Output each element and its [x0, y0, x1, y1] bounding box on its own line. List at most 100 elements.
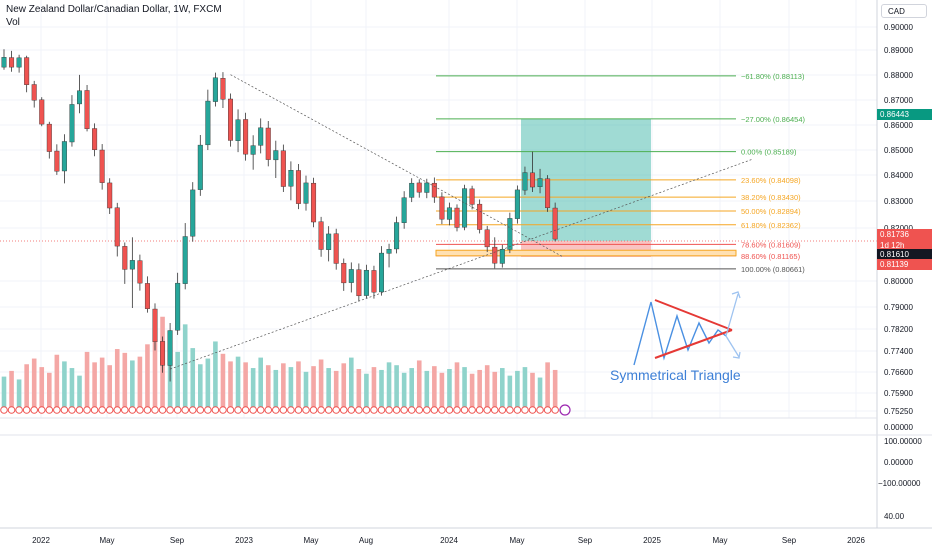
time-tick-label: 2026 [847, 536, 865, 545]
event-marker[interactable] [468, 406, 476, 414]
event-marker[interactable] [513, 406, 522, 414]
price-tick-label: 0.86000 [884, 121, 913, 130]
event-marker[interactable] [453, 406, 461, 414]
event-marker[interactable] [105, 406, 114, 414]
fibonacci-levels[interactable]: −61.80% (0.88113) −27.00% (0.86454) 0.00% … [0, 72, 877, 274]
currency-selector[interactable]: CAD [881, 4, 927, 18]
event-marker[interactable] [445, 406, 454, 414]
volume-bar [99, 357, 105, 407]
volume-bar [477, 369, 482, 407]
event-marker[interactable] [339, 406, 348, 414]
symbol-title[interactable]: New Zealand Dollar/Canadian Dollar, 1W, … [6, 4, 222, 15]
volume-bar [182, 324, 188, 407]
event-marker[interactable] [151, 406, 159, 414]
event-marker[interactable] [362, 406, 371, 414]
volume-indicator-label[interactable]: Vol [6, 17, 20, 28]
event-marker[interactable] [241, 406, 250, 414]
event-marker[interactable] [158, 406, 167, 414]
event-marker[interactable] [483, 406, 492, 414]
event-marker[interactable] [45, 406, 54, 414]
event-marker[interactable] [332, 406, 341, 414]
event-marker[interactable] [264, 406, 273, 414]
event-marker[interactable] [219, 406, 227, 414]
event-marker[interactable] [121, 406, 129, 414]
candle-body [348, 269, 354, 283]
event-marker[interactable] [430, 406, 439, 414]
event-marker[interactable] [521, 406, 529, 414]
event-marker[interactable] [143, 406, 152, 414]
event-marker[interactable] [309, 406, 318, 414]
event-marker[interactable] [256, 406, 265, 414]
trendline-support[interactable] [169, 159, 752, 370]
event-marker[interactable] [181, 406, 189, 414]
flash-event-icon[interactable] [559, 404, 571, 416]
event-marker[interactable] [22, 406, 31, 414]
event-marker[interactable] [90, 406, 99, 414]
event-marker[interactable] [211, 406, 220, 414]
event-marker[interactable] [506, 406, 514, 414]
event-marker[interactable] [98, 406, 106, 414]
event-marker[interactable] [113, 406, 122, 414]
event-marker[interactable] [438, 406, 446, 414]
candle-body [69, 104, 75, 143]
volume-bar [318, 359, 324, 407]
event-marker[interactable] [234, 406, 242, 414]
event-marker[interactable] [272, 406, 280, 414]
event-marker[interactable] [347, 406, 356, 414]
event-marker[interactable] [226, 406, 235, 414]
price-tick-label: 0.77400 [884, 347, 913, 356]
event-marker[interactable] [136, 406, 144, 414]
event-marker[interactable] [490, 406, 499, 414]
indicator-tick-label: 0.00000 [884, 458, 913, 467]
event-marker[interactable] [551, 406, 559, 414]
event-marker[interactable] [543, 406, 552, 414]
event-marker[interactable] [302, 406, 310, 414]
event-marker[interactable] [7, 406, 16, 414]
event-marker[interactable] [423, 406, 431, 414]
event-marker[interactable] [536, 406, 544, 414]
event-marker[interactable] [460, 406, 469, 414]
event-marker[interactable] [392, 406, 401, 414]
event-marker[interactable] [528, 406, 537, 414]
event-marker[interactable] [173, 406, 182, 414]
volume-bar [530, 372, 535, 407]
trendline-resistance[interactable] [230, 74, 563, 258]
event-marker[interactable] [324, 406, 333, 414]
event-marker[interactable] [37, 406, 46, 414]
event-marker[interactable] [498, 406, 507, 414]
event-marker[interactable] [204, 406, 212, 414]
event-marker[interactable] [75, 406, 84, 414]
event-marker[interactable] [294, 406, 303, 414]
event-markers[interactable] [0, 404, 571, 416]
event-marker[interactable] [15, 406, 23, 414]
candle-body [356, 269, 362, 297]
event-marker[interactable] [53, 406, 61, 414]
event-marker[interactable] [415, 406, 424, 414]
candle-body [190, 189, 196, 237]
event-marker[interactable] [317, 406, 325, 414]
event-marker[interactable] [166, 406, 174, 414]
event-marker[interactable] [400, 406, 408, 414]
event-marker[interactable] [377, 406, 386, 414]
trendlines[interactable] [169, 74, 752, 370]
event-marker[interactable] [60, 406, 69, 414]
event-marker[interactable] [279, 406, 288, 414]
event-marker[interactable] [249, 406, 257, 414]
event-marker[interactable] [196, 406, 205, 414]
event-marker[interactable] [370, 406, 378, 414]
event-marker[interactable] [188, 406, 197, 414]
event-marker[interactable] [355, 406, 363, 414]
event-marker[interactable] [407, 406, 416, 414]
event-marker[interactable] [475, 406, 484, 414]
volume-bars [1, 316, 558, 407]
candle-body [537, 178, 543, 187]
event-marker[interactable] [385, 406, 393, 414]
event-marker[interactable] [128, 406, 137, 414]
event-marker[interactable] [0, 406, 8, 414]
event-marker[interactable] [68, 406, 76, 414]
volume-bar [62, 361, 67, 407]
event-marker[interactable] [287, 406, 295, 414]
event-marker[interactable] [30, 406, 39, 414]
event-marker[interactable] [83, 406, 91, 414]
